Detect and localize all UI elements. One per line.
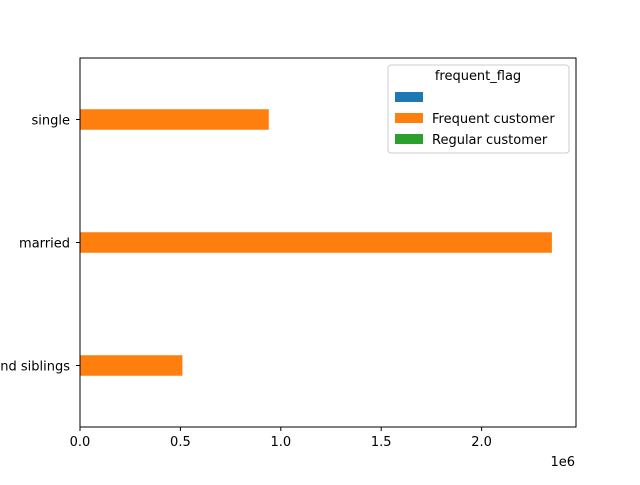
legend-swatch (395, 92, 423, 102)
legend-label: Frequent customer (432, 112, 555, 127)
bars-layer (80, 109, 552, 376)
bar-married-series-1 (80, 232, 552, 253)
legend-box (387, 64, 570, 154)
legend-title: frequent_flag (435, 69, 521, 84)
legend-swatch (395, 113, 423, 123)
y-tick-label: single (32, 114, 71, 129)
legend-entries: Frequent customer Regular customer (395, 92, 555, 148)
y-ticks-layer: and siblings married single (0, 114, 80, 375)
x-tick-label: 0.0 (70, 435, 91, 450)
legend-label: Regular customer (432, 133, 548, 148)
x-ticks-layer: 0.0 0.5 1.0 1.5 2.0 (70, 427, 492, 450)
y-tick-label: married (19, 237, 70, 252)
x-offset-label: 1e6 (550, 455, 575, 470)
x-tick-label: 1.5 (371, 435, 392, 450)
legend: frequent_flag Frequent customer Regular c… (387, 64, 570, 154)
legend-swatch (395, 134, 423, 144)
x-tick-label: 1.0 (270, 435, 291, 450)
x-tick-label: 2.0 (471, 435, 492, 450)
y-tick-label: and siblings (0, 360, 70, 375)
bar-and-siblings-series-1 (80, 355, 183, 376)
bar-single-series-1 (80, 109, 269, 130)
x-tick-label: 0.5 (170, 435, 191, 450)
